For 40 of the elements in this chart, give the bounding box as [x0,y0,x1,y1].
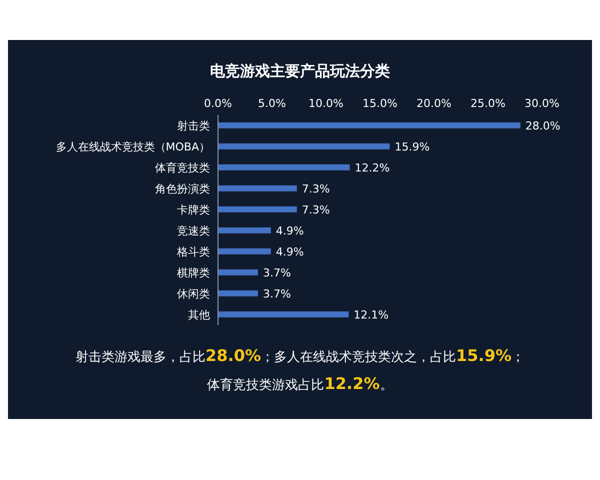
y-tick-label: 体育竞技类 [155,161,210,174]
bar [218,122,520,128]
x-tick-label: 5.0% [258,97,286,110]
data-label: 15.9% [394,140,430,154]
bar [218,290,258,296]
data-label: 3.7% [262,287,291,300]
data-label: 4.9% [276,245,304,258]
data-label: 12.2% [354,161,390,174]
y-tick-label: 竞速类 [177,224,210,238]
y-tick-label: 其他 [188,308,210,322]
y-tick-label: 格斗类 [176,245,210,258]
x-tick-label: 10.0% [308,97,344,110]
x-tick-label: 15.0% [362,97,398,110]
bar [218,185,297,192]
x-tick-label: 30.0% [524,97,560,110]
data-label: 3.7% [262,266,291,280]
y-tick-label: 角色扮演类 [155,182,210,196]
x-tick-label: 25.0% [470,97,506,110]
bar [218,143,390,150]
data-label: 7.3% [302,203,330,216]
data-label: 28.0% [525,119,560,132]
bar [218,164,350,170]
x-tick-label: 20.0% [416,97,452,110]
text: 射击类游戏最多，占比28.0%；多人在线战术竞技类次之，占比15.9%； [75,346,525,365]
bar [218,269,258,276]
y-tick-label: 射击类 [177,119,210,132]
bar [218,227,271,234]
x-tick-label: 0.0% [204,97,232,110]
data-label: 12.1% [354,308,389,322]
y-tick-label: 休闲类 [177,287,210,300]
bar [218,248,271,254]
y-tick-label: 棋牌类 [177,266,210,280]
text: 体育竞技类游戏占比12.2%。 [207,374,393,393]
chart-title: 电竞游戏主要产品玩法分类 [209,62,391,81]
y-tick-label: 卡牌类 [177,203,210,216]
data-label: 7.3% [302,182,330,196]
y-tick-label: 多人在线战术竞技类（MOBA） [56,140,210,154]
bar [218,311,349,318]
bar [218,206,297,212]
data-label: 4.9% [276,224,304,238]
